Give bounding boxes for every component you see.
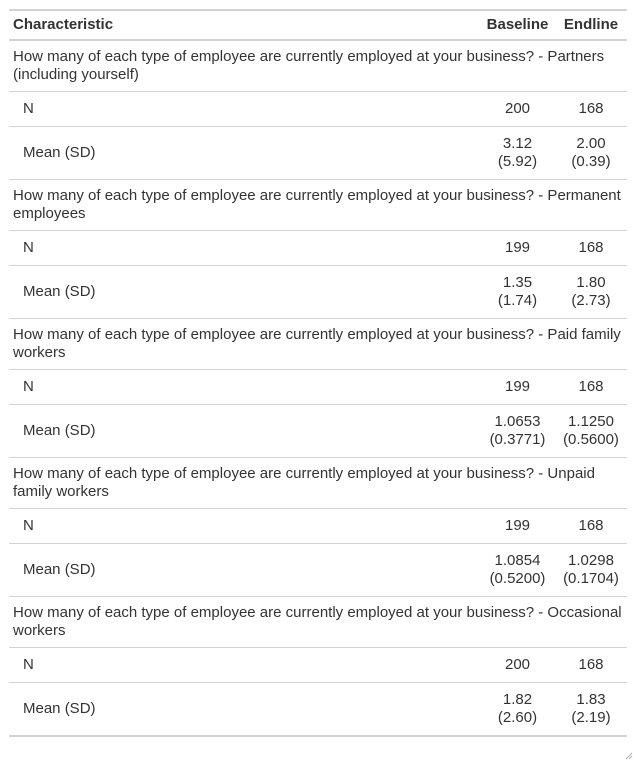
sd-value: (2.60) [497,709,538,726]
mean-sd-endline: 1.83 (2.19) [555,683,627,737]
sd-value: (0.1704) [563,570,619,587]
group-row: How many of each type of employee are cu… [9,318,627,370]
mean-value: 1.0653 [494,413,541,430]
group-label: How many of each type of employee are cu… [9,596,627,648]
n-label: N [9,91,480,127]
n-baseline: 199 [480,230,555,266]
resize-grip-icon[interactable] [623,750,633,760]
sd-value: (0.5600) [563,431,619,448]
mean-sd-baseline: 1.0653 (0.3771) [480,404,555,458]
mean-sd-endline: 1.80 (2.73) [555,265,627,319]
group-row: How many of each type of employee are cu… [9,179,627,231]
sd-value: (1.74) [497,292,538,309]
mean-sd-label: Mean (SD) [9,265,480,319]
mean-sd-label: Mean (SD) [9,404,480,458]
sd-value: (2.73) [571,292,611,309]
mean-value: 1.82 [502,691,533,708]
mean-sd-endline: 2.00 (0.39) [555,126,627,180]
mean-sd-baseline: 1.82 (2.60) [480,683,555,737]
mean-sd-baseline: 3.12 (5.92) [480,126,555,180]
mean-sd-label: Mean (SD) [9,126,480,180]
mean-sd-row: Mean (SD) 1.82 (2.60) 1.83 (2.19) [9,683,627,737]
mean-value: 1.0298 [568,552,614,569]
group-row: How many of each type of employee are cu… [9,596,627,648]
mean-sd-row: Mean (SD) 1.0854 (0.5200) 1.0298 (0.1704) [9,543,627,597]
sd-value: (2.19) [571,709,611,726]
n-endline: 168 [555,91,627,127]
group-row: How many of each type of employee are cu… [9,457,627,509]
mean-value: 1.83 [576,691,606,708]
mean-sd-baseline: 1.35 (1.74) [480,265,555,319]
group-row: How many of each type of employee are cu… [9,40,627,92]
mean-value: 1.1250 [568,413,614,430]
sd-value: (5.92) [497,153,538,170]
sd-value: (0.5200) [489,570,546,587]
n-label: N [9,369,480,405]
sd-value: (0.39) [571,153,611,170]
mean-sd-baseline: 1.0854 (0.5200) [480,543,555,597]
n-row: N 199 168 [9,230,627,266]
n-endline: 168 [555,508,627,544]
table-header: Characteristic Baseline Endline [9,10,627,41]
group-label: How many of each type of employee are cu… [9,457,627,509]
n-row: N 199 168 [9,508,627,544]
mean-value: 2.00 [576,135,606,152]
header-row: Characteristic Baseline Endline [9,10,627,41]
table-body: How many of each type of employee are cu… [9,40,627,736]
mean-value: 1.0854 [494,552,541,569]
header-baseline: Baseline [480,10,555,41]
n-baseline: 200 [480,647,555,683]
n-baseline: 199 [480,508,555,544]
n-endline: 168 [555,369,627,405]
mean-sd-label: Mean (SD) [23,700,96,717]
group-label: How many of each type of employee are cu… [9,318,627,370]
summary-table: Characteristic Baseline Endline How many… [9,9,627,737]
n-row: N 200 168 [9,91,627,127]
group-label: How many of each type of employee are cu… [9,179,627,231]
n-row: N 199 168 [9,369,627,405]
n-label: N [9,508,480,544]
sd-value: (0.3771) [489,431,546,448]
mean-sd-label: Mean (SD) [9,543,480,597]
mean-sd-row: Mean (SD) 1.35 (1.74) 1.80 (2.73) [9,265,627,319]
mean-value: 1.80 [576,274,606,291]
mean-sd-endline: 1.1250 (0.5600) [555,404,627,458]
group-label: How many of each type of employee are cu… [9,40,627,92]
mean-value: 3.12 [502,135,533,152]
header-characteristic: Characteristic [9,10,480,41]
n-baseline: 200 [480,91,555,127]
mean-sd-row: Mean (SD) 3.12 (5.92) 2.00 (0.39) [9,126,627,180]
mean-sd-row: Mean (SD) 1.0653 (0.3771) 1.1250 (0.5600) [9,404,627,458]
header-endline: Endline [555,10,627,41]
n-row: N 200 168 [9,647,627,683]
n-endline: 168 [555,230,627,266]
mean-sd-endline: 1.0298 (0.1704) [555,543,627,597]
n-label: N [9,647,480,683]
n-endline: 168 [555,647,627,683]
n-label: N [9,230,480,266]
n-baseline: 199 [480,369,555,405]
mean-value: 1.35 [502,274,533,291]
